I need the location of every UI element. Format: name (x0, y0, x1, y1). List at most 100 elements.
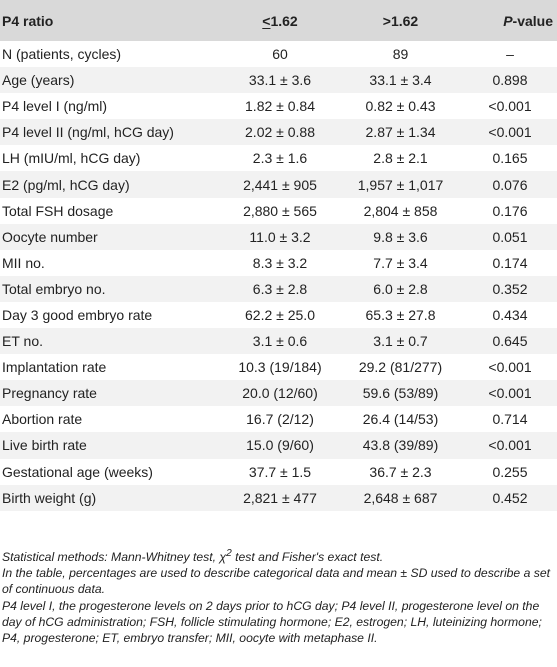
header-high-group: >1.62 (382, 12, 419, 29)
row-high-ratio-value: 2.87 ± 1.34 (365, 124, 436, 141)
row-high-ratio-value: 2,648 ± 687 (363, 489, 438, 506)
table-row: P4 level II (ng/ml, hCG day) 2.02 ± 0.88 2… (0, 119, 557, 146)
row-p-value: <0.001 (488, 98, 532, 115)
chi-square-superscript: 2 (226, 548, 232, 559)
row-label: Abortion rate (2, 411, 83, 428)
row-low-ratio-value: 33.1 ± 3.6 (248, 72, 312, 89)
header-row: P4 ratio <1.62 >1.62 P-value (0, 0, 557, 41)
row-low-ratio-value: 60 (272, 46, 288, 63)
table-row: Total FSH dosage 2,880 ± 565 2,804 ± 858 0.… (0, 198, 557, 224)
row-p-value: <0.001 (488, 437, 532, 454)
row-p-value: 0.174 (492, 254, 528, 271)
table-footnotes: Statistical methods: Mann-Whitney test, … (2, 546, 555, 646)
row-p-value: 0.352 (492, 280, 528, 297)
row-label: Age (years) (2, 72, 75, 89)
table-row: Live birth rate 15.0 (9/60) 43.8 (39/89) <0… (0, 432, 557, 459)
row-p-value: 0.434 (492, 306, 528, 323)
row-high-ratio-value: 2.8 ± 2.1 (373, 150, 428, 167)
table-row: Oocyte number 11.0 ± 3.2 9.8 ± 3.6 0.051 (0, 223, 557, 250)
data-table-container: P4 ratio <1.62 >1.62 P-value N (patients… (0, 0, 557, 511)
row-high-ratio-value: 0.82 ± 0.43 (365, 98, 436, 115)
row-label: N (patients, cycles) (2, 46, 122, 63)
row-high-ratio-value: 33.1 ± 3.4 (369, 72, 432, 89)
row-low-ratio-value: 2,821 ± 477 (243, 489, 317, 506)
row-p-value: 0.714 (492, 411, 528, 428)
p4-ratio-table: P4 ratio <1.62 >1.62 P-value N (patients… (0, 0, 557, 511)
row-low-ratio-value: 2.02 ± 0.88 (245, 124, 315, 141)
table-body: N (patients, cycles) 60 89 – Age (years) 33.1… (0, 41, 557, 511)
table-row: Pregnancy rate 20.0 (12/60) 59.6 (53/89) <0… (0, 380, 557, 407)
row-label: Day 3 good embryo rate (2, 306, 153, 323)
row-label: Total FSH dosage (2, 202, 114, 219)
row-low-ratio-value: 11.0 ± 3.2 (249, 228, 311, 245)
header-low-group: <1.62 (222, 0, 338, 41)
row-low-ratio-value: 2.3 ± 1.6 (252, 150, 308, 167)
table-row: Age (years) 33.1 ± 3.6 33.1 ± 3.4 0.898 (0, 67, 557, 94)
row-low-ratio-value: 37.7 ± 1.5 (248, 463, 312, 480)
row-label: P4 level II (ng/ml, hCG day) (2, 124, 174, 141)
row-high-ratio-value: 7.7 ± 3.4 (373, 254, 428, 271)
table-row: P4 level I (ng/ml) 1.82 ± 0.84 0.82 ± 0.43… (0, 93, 557, 119)
table-row: LH (mIU/ml, hCG day) 2.3 ± 1.6 2.8 ± 2.1 0.… (0, 145, 557, 171)
row-high-ratio-value: 1,957 ± 1,017 (357, 176, 444, 193)
table-row: Gestational age (weeks) 37.7 ± 1.5 36.7 ± … (0, 459, 557, 485)
row-label: P4 level I (ng/ml) (2, 98, 108, 115)
row-label: Total embryo no. (2, 280, 106, 297)
footnote-data-description: In the table, percentages are used to de… (2, 566, 551, 597)
table-header: P4 ratio <1.62 >1.62 P-value (0, 0, 557, 41)
footnote-statistical-methods: Statistical methods: Mann-Whitney test, … (2, 546, 555, 565)
row-low-ratio-value: 2,441 ± 905 (243, 176, 317, 193)
row-p-value: 0.255 (492, 463, 528, 480)
row-label: Gestational age (weeks) (2, 463, 153, 480)
row-high-ratio-value: 6.0 ± 2.8 (373, 280, 428, 297)
row-low-ratio-value: 1.82 ± 0.84 (245, 98, 315, 115)
row-p-value: <0.001 (488, 359, 532, 376)
row-low-ratio-value: 10.3 (19/184) (238, 359, 322, 376)
row-low-ratio-value: 16.7 (2/12) (246, 411, 314, 428)
row-high-ratio-value: 43.8 (39/89) (362, 437, 439, 454)
row-low-ratio-value: 20.0 (12/60) (242, 385, 318, 402)
row-low-ratio-value: 6.3 ± 2.8 (252, 280, 308, 297)
header-p4-ratio: P4 ratio (2, 12, 54, 29)
row-high-ratio-value: 3.1 ± 0.7 (373, 333, 428, 350)
less-equal-symbol: < (262, 12, 271, 29)
row-high-ratio-value: 29.2 (81/277) (358, 359, 443, 376)
table-row: Implantation rate 10.3 (19/184) 29.2 (81/2… (0, 354, 557, 380)
row-high-ratio-value: 59.6 (53/89) (362, 385, 439, 402)
row-p-value: 0.645 (492, 333, 528, 350)
footnote-stat-text-end: test and Fisher's exact test. (231, 550, 384, 565)
row-p-value: 0.176 (492, 202, 528, 219)
row-low-ratio-value: 3.1 ± 0.6 (252, 333, 308, 350)
table-row: E2 (pg/ml, hCG day) 2,441 ± 905 1,957 ± 1,… (0, 171, 557, 198)
table-row: N (patients, cycles) 60 89 – (0, 41, 557, 67)
row-label: E2 (pg/ml, hCG day) (2, 176, 130, 193)
footnote-abbreviations: P4 level I, the progesterone levels on 2… (2, 598, 542, 646)
table-row: Abortion rate 16.7 (2/12) 26.4 (14/53) 0.71… (0, 406, 557, 432)
row-high-ratio-value: 65.3 ± 27.8 (365, 306, 436, 323)
row-label: Oocyte number (2, 228, 98, 245)
footnote-stat-text: Statistical methods: Mann-Whitney test, … (2, 550, 227, 565)
row-p-value: <0.001 (488, 124, 532, 141)
header-p-value: P-value (463, 0, 557, 41)
table-row: ET no. 3.1 ± 0.6 3.1 ± 0.7 0.645 (0, 328, 557, 355)
row-low-ratio-value: 62.2 ± 25.0 (245, 306, 315, 323)
header-p-rest: -value (512, 12, 553, 29)
row-low-ratio-value: 15.0 (9/60) (246, 437, 314, 454)
row-p-value: 0.076 (492, 176, 528, 193)
row-label: Live birth rate (2, 437, 87, 454)
table-row: Birth weight (g) 2,821 ± 477 2,648 ± 687 0.… (0, 484, 557, 511)
row-low-ratio-value: 2,880 ± 565 (243, 202, 317, 219)
row-p-value: 0.165 (492, 150, 528, 167)
row-p-value: – (506, 46, 514, 63)
table-row: MII no. 8.3 ± 3.2 7.7 ± 3.4 0.174 (0, 250, 557, 276)
header-low-value: 1.62 (270, 12, 298, 29)
row-high-ratio-value: 89 (392, 46, 409, 63)
row-label: MII no. (2, 254, 45, 271)
row-p-value: <0.001 (488, 385, 532, 402)
row-high-ratio-value: 9.8 ± 3.6 (373, 228, 428, 245)
row-low-ratio-value: 8.3 ± 3.2 (252, 254, 308, 271)
row-label: Birth weight (g) (2, 489, 97, 506)
row-high-ratio-value: 2,804 ± 858 (363, 202, 438, 219)
header-p-italic: P (503, 12, 513, 29)
row-high-ratio-value: 26.4 (14/53) (362, 411, 439, 428)
